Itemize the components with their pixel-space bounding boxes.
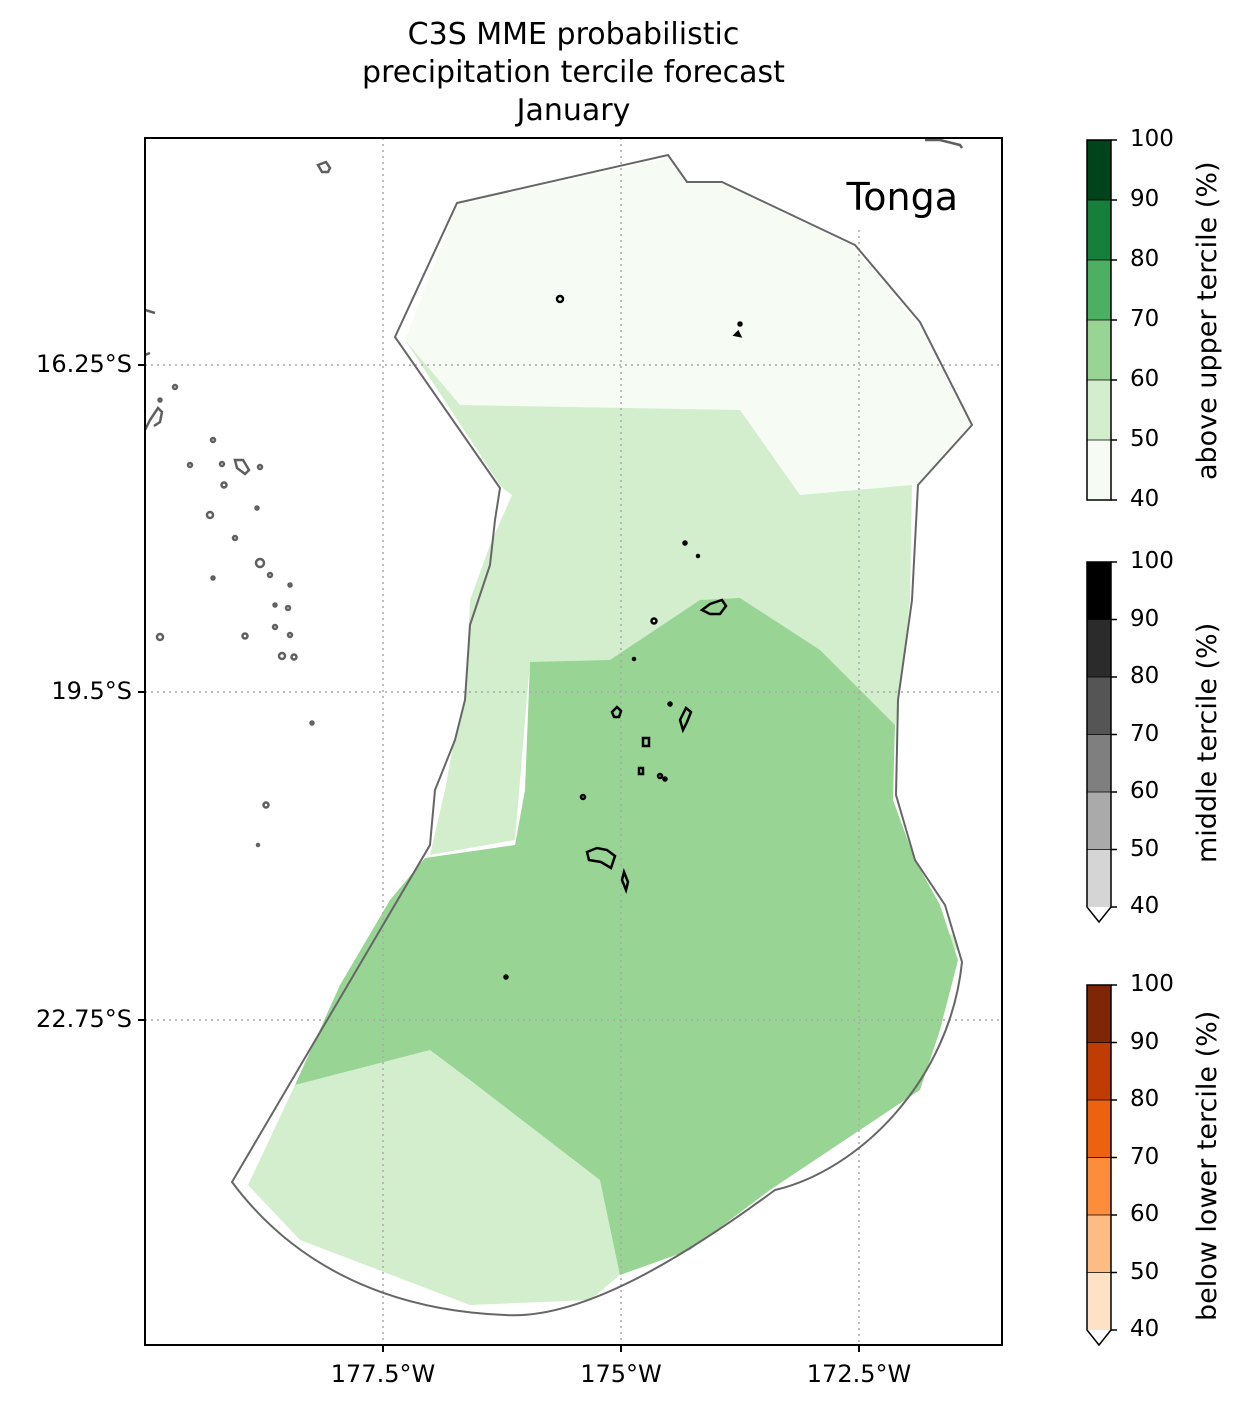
tonga-islands [503, 294, 743, 980]
colorbar-segment [1087, 677, 1111, 735]
colorbar-label: above upper tercile (%) [1192, 160, 1223, 480]
colorbar-tick-label: 40 [1130, 486, 1160, 512]
colorbar-middle [1086, 561, 1117, 924]
colorbar-segment [1087, 1272, 1111, 1330]
colorbar-outline [1086, 561, 1112, 924]
colorbar-tick-label: 50 [1130, 1258, 1160, 1285]
colorbar-segment [1087, 1042, 1111, 1100]
forecast-zone-50-60-north [405, 340, 912, 855]
colorbar-tick-label: 70 [1130, 306, 1160, 332]
lon-label-172-5: 172.5°W [806, 1360, 912, 1388]
lat-label-22-75: 22.75°S [36, 1005, 132, 1033]
colorbar-tick-label: 40 [1130, 1316, 1160, 1342]
colorbar-segment [1087, 320, 1111, 380]
colorbar-tick-label: 50 [1130, 835, 1160, 862]
map-title: C3S MME probabilistic precipitation terc… [145, 16, 1002, 130]
colorbar-tick-label: 40 [1130, 893, 1160, 919]
colorbar-segment [1087, 140, 1111, 200]
region-label: Tonga [846, 175, 959, 219]
colorbar-label: middle tercile (%) [1192, 622, 1223, 863]
colorbar-tick-label: 100 [1130, 126, 1174, 152]
forecast-zone-40-50 [405, 158, 970, 495]
colorbar-segment [1087, 1215, 1111, 1273]
colorbar-segment [1087, 619, 1111, 677]
colorbar-tick-label: 80 [1130, 246, 1160, 272]
colorbar-segment [1087, 1100, 1111, 1158]
gridlines [145, 138, 1002, 1345]
colorbar-segment [1087, 849, 1111, 907]
colorbar-above-upper [1086, 139, 1117, 501]
colorbar-segment [1087, 440, 1111, 500]
title-line-2: precipitation tercile forecast [362, 55, 785, 90]
colorbar-tick-label: 80 [1130, 1086, 1160, 1112]
colorbar-tick-label: 80 [1130, 663, 1160, 689]
colorbar-segment [1087, 985, 1111, 1043]
colorbar-tick-label: 90 [1130, 186, 1160, 212]
colorbar-tick-label: 50 [1130, 426, 1160, 452]
colorbar-label: below lower tercile (%) [1192, 1010, 1223, 1321]
title-line-3: January [516, 93, 631, 128]
colorbar-tick-label: 60 [1130, 778, 1160, 804]
lat-label-19-5: 19.5°S [51, 677, 132, 705]
colorbar-tick-label: 100 [1130, 971, 1174, 997]
colorbar-tick-label: 60 [1130, 366, 1160, 392]
colorbar-segment [1087, 792, 1111, 850]
axis-ticks [138, 364, 860, 1352]
lon-label-177-5: 177.5°W [330, 1360, 436, 1388]
colorbar-segment [1087, 562, 1111, 620]
colorbar-outline [1086, 984, 1112, 1347]
lon-label-175: 175°W [580, 1360, 662, 1388]
colorbar-tick-label: 90 [1130, 605, 1160, 632]
map-frame [144, 137, 1003, 1346]
colorbar-segment [1087, 200, 1111, 260]
forecast-zone-60-70 [295, 598, 958, 1275]
colorbar-extend-arrow [1087, 907, 1111, 922]
map-panel [145, 138, 1002, 1345]
colorbar-tick-label: 70 [1130, 720, 1160, 747]
colorbar-tick-label: 100 [1130, 548, 1174, 574]
colorbar-segment [1087, 1157, 1111, 1215]
colorbar-below-lower [1086, 984, 1117, 1347]
colorbar-tick-label: 90 [1130, 1028, 1160, 1055]
neighbouring-coastlines [145, 138, 964, 848]
colorbar-segment [1087, 734, 1111, 792]
colorbar-tick-label: 70 [1130, 1143, 1160, 1170]
title-line-1: C3S MME probabilistic [407, 17, 740, 52]
lat-label-16-25: 16.25°S [36, 350, 132, 378]
colorbar-segment [1087, 380, 1111, 440]
colorbar-segment [1087, 260, 1111, 320]
eez-boundary [230, 153, 974, 1317]
colorbar-tick-label: 60 [1130, 1201, 1160, 1227]
colorbar-extend-arrow [1087, 1330, 1111, 1345]
